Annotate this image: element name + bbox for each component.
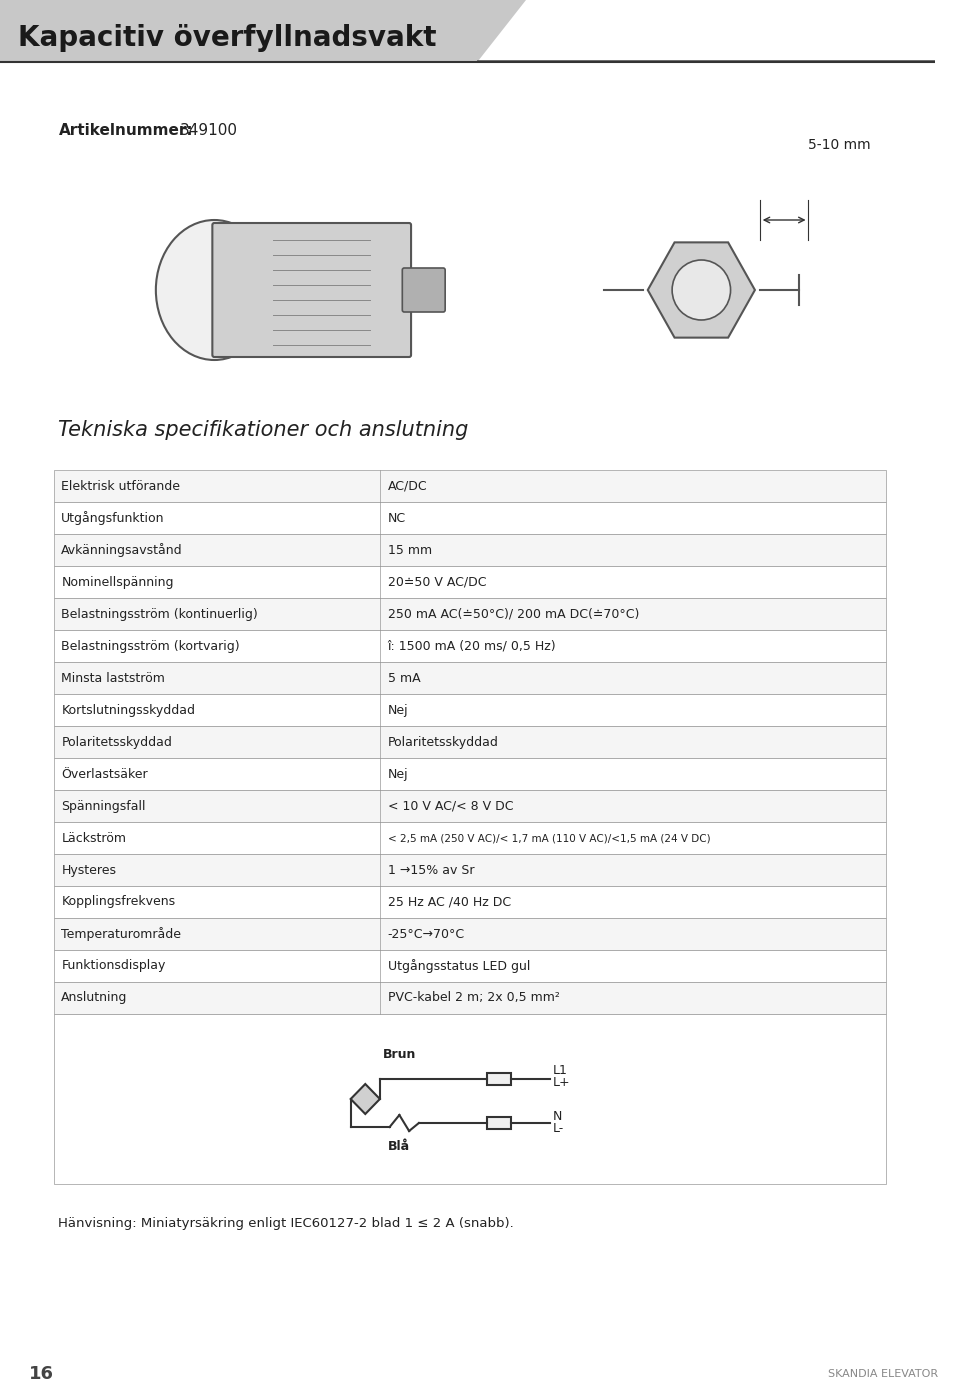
Text: Hysteres: Hysteres — [61, 863, 116, 877]
Text: Polaritetsskyddad: Polaritetsskyddad — [388, 736, 498, 748]
Polygon shape — [648, 242, 755, 337]
Text: < 10 V AC/< 8 V DC: < 10 V AC/< 8 V DC — [388, 799, 514, 813]
Text: Blå: Blå — [388, 1140, 411, 1154]
Polygon shape — [350, 1084, 380, 1114]
Text: Polaritetsskyddad: Polaritetsskyddad — [61, 736, 172, 748]
Text: Hänvisning: Miniatyrsäkring enligt IEC60127-2 blad 1 ≤ 2 A (snabb).: Hänvisning: Miniatyrsäkring enligt IEC60… — [59, 1217, 515, 1231]
Bar — [54, 567, 886, 597]
Text: SKANDIA ELEVATOR: SKANDIA ELEVATOR — [828, 1370, 938, 1379]
Text: PVC-kabel 2 m; 2x 0,5 mm²: PVC-kabel 2 m; 2x 0,5 mm² — [388, 992, 560, 1004]
Text: L-: L- — [552, 1122, 564, 1136]
Bar — [54, 790, 886, 823]
Text: Belastningsström (kontinuerlig): Belastningsström (kontinuerlig) — [61, 607, 258, 621]
Text: Elektrisk utförande: Elektrisk utförande — [61, 480, 180, 492]
Text: Temperaturområde: Temperaturområde — [61, 928, 181, 942]
Text: Nominellspänning: Nominellspänning — [61, 575, 174, 589]
Text: Tekniska specifikationer och anslutning: Tekniska specifikationer och anslutning — [59, 420, 468, 441]
Bar — [54, 534, 886, 567]
Text: Kortslutningsskyddad: Kortslutningsskyddad — [61, 704, 196, 716]
Bar — [54, 662, 886, 694]
Text: 20≐50 V AC/DC: 20≐50 V AC/DC — [388, 575, 486, 589]
Text: 5-10 mm: 5-10 mm — [808, 139, 871, 152]
Text: Brun: Brun — [383, 1048, 416, 1060]
Bar — [54, 918, 886, 950]
Text: -25°C→70°C: -25°C→70°C — [388, 928, 465, 940]
Text: L1: L1 — [552, 1065, 567, 1077]
Circle shape — [672, 260, 731, 320]
Text: Belastningsström (kortvarig): Belastningsström (kortvarig) — [61, 639, 240, 652]
Text: 250 mA AC(≐50°C)/ 200 mA DC(≐70°C): 250 mA AC(≐50°C)/ 200 mA DC(≐70°C) — [388, 607, 639, 621]
Text: AC/DC: AC/DC — [388, 480, 427, 492]
Text: Anslutning: Anslutning — [61, 992, 128, 1004]
Bar — [54, 597, 886, 630]
Text: NC: NC — [388, 512, 406, 525]
Text: Läckström: Läckström — [61, 831, 127, 845]
Text: 25 Hz AC /40 Hz DC: 25 Hz AC /40 Hz DC — [388, 895, 511, 908]
Text: Utgångsfunktion: Utgångsfunktion — [61, 511, 165, 525]
Text: Minsta lastström: Minsta lastström — [61, 672, 165, 684]
Bar — [54, 470, 886, 502]
Bar — [54, 630, 886, 662]
Text: < 2,5 mA (250 V AC)/< 1,7 mA (110 V AC)/<1,5 mA (24 V DC): < 2,5 mA (250 V AC)/< 1,7 mA (110 V AC)/… — [388, 832, 710, 844]
Polygon shape — [0, 0, 526, 62]
Bar — [54, 886, 886, 918]
Bar — [54, 726, 886, 758]
FancyBboxPatch shape — [402, 269, 445, 312]
Bar — [54, 694, 886, 726]
Text: 5 mA: 5 mA — [388, 672, 420, 684]
Text: Nej: Nej — [388, 704, 408, 716]
Text: 349100: 349100 — [180, 123, 238, 137]
Text: Funktionsdisplay: Funktionsdisplay — [61, 960, 166, 972]
Text: 1 →15% av Sr: 1 →15% av Sr — [388, 863, 474, 877]
Ellipse shape — [156, 220, 273, 360]
Text: Kapacitiv överfyllnadsvakt: Kapacitiv överfyllnadsvakt — [17, 24, 436, 52]
Text: 15 mm: 15 mm — [388, 543, 432, 557]
Bar — [54, 982, 886, 1014]
Text: 16: 16 — [29, 1365, 54, 1384]
Bar — [54, 758, 886, 790]
Bar — [54, 823, 886, 853]
Text: Nej: Nej — [388, 768, 408, 781]
Text: Utgångsstatus LED gul: Utgångsstatus LED gul — [388, 960, 530, 972]
Text: î: 1500 mA (20 ms/ 0,5 Hz): î: 1500 mA (20 ms/ 0,5 Hz) — [388, 639, 556, 652]
Text: N: N — [552, 1111, 562, 1123]
Bar — [487, 1073, 512, 1086]
Text: L+: L+ — [552, 1076, 570, 1090]
FancyBboxPatch shape — [212, 222, 411, 357]
Text: Kopplingsfrekvens: Kopplingsfrekvens — [61, 895, 176, 908]
Text: Överlastsäker: Överlastsäker — [61, 768, 148, 781]
Text: Spänningsfall: Spänningsfall — [61, 799, 146, 813]
Bar — [54, 502, 886, 534]
Text: Avkänningsavstånd: Avkänningsavstånd — [61, 543, 183, 557]
Bar — [54, 950, 886, 982]
Bar — [54, 853, 886, 886]
Bar — [54, 1014, 886, 1184]
Bar — [487, 1116, 512, 1129]
Text: Artikelnummer:: Artikelnummer: — [59, 123, 193, 137]
